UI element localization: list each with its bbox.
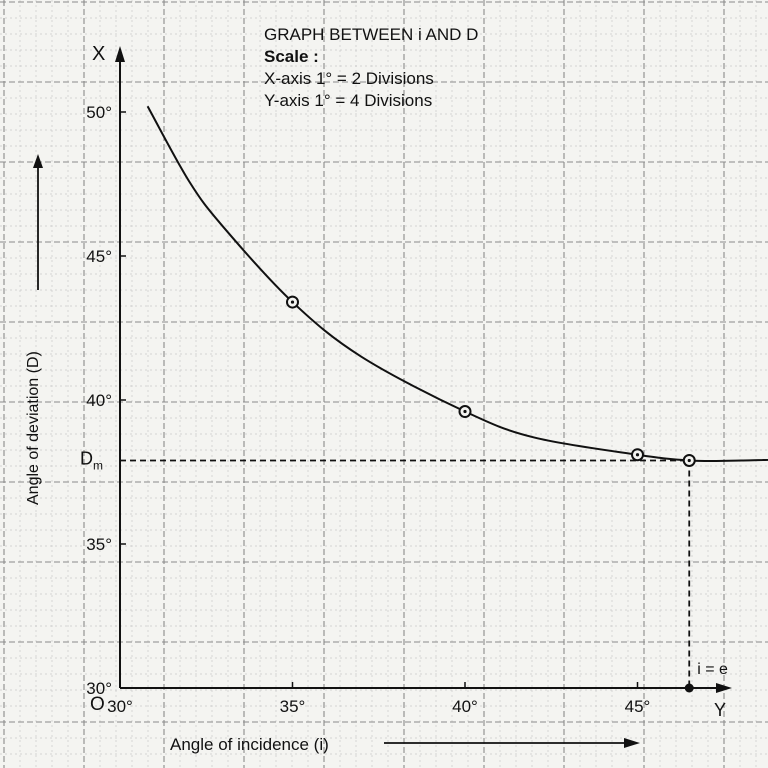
scale-x-note: X-axis 1° = 2 Divisions bbox=[264, 69, 434, 88]
x-tick-label: 40° bbox=[452, 697, 478, 716]
y-direction-arrowhead bbox=[33, 154, 43, 168]
data-point-center bbox=[463, 409, 467, 414]
x-tick-label: 30° bbox=[107, 697, 133, 716]
origin-label: O bbox=[90, 694, 105, 715]
y-tick-label: 50° bbox=[86, 103, 112, 122]
y-axis-title: Angle of deviation (D) bbox=[25, 351, 42, 505]
axes bbox=[33, 46, 732, 748]
x-tick-label: 45° bbox=[625, 697, 651, 716]
x-axis-title: Angle of incidence (i) bbox=[170, 735, 329, 754]
y-axis-end-label: X bbox=[92, 43, 105, 65]
y-tick-label: 45° bbox=[86, 247, 112, 266]
deviation-curve bbox=[146, 105, 768, 463]
data-point-center bbox=[687, 458, 691, 463]
data-point-center bbox=[290, 300, 295, 304]
title-block: GRAPH BETWEEN i AND D Scale : X-axis 1° … bbox=[264, 24, 478, 112]
x-axis-end-label: Y bbox=[714, 700, 726, 720]
scale-y-note: Y-axis 1° = 4 Divisions bbox=[264, 91, 433, 110]
i-equals-e-label: i = e bbox=[697, 661, 728, 678]
y-tick-label: 40° bbox=[86, 391, 112, 410]
marks: Dm i = e bbox=[80, 105, 768, 693]
dm-label: Dm bbox=[80, 448, 103, 472]
y-tick-label: 35° bbox=[86, 535, 112, 554]
data-point-center bbox=[635, 453, 640, 457]
scale-heading: Scale : bbox=[264, 47, 319, 66]
i-equals-e-point bbox=[684, 683, 694, 693]
x-tick-label: 35° bbox=[280, 697, 306, 716]
chart-title: GRAPH BETWEEN i AND D bbox=[264, 25, 479, 44]
ticks: 30°35°40°45°50°55°60°30°35°40°45°50° bbox=[86, 103, 651, 716]
labels: X Y O Angle of incidence (i) Angle of de… bbox=[25, 43, 726, 754]
x-direction-arrowhead bbox=[624, 738, 640, 748]
x-axis-arrowhead bbox=[716, 683, 732, 693]
y-axis-arrowhead bbox=[115, 46, 125, 62]
y-tick-label: 30° bbox=[86, 679, 112, 698]
